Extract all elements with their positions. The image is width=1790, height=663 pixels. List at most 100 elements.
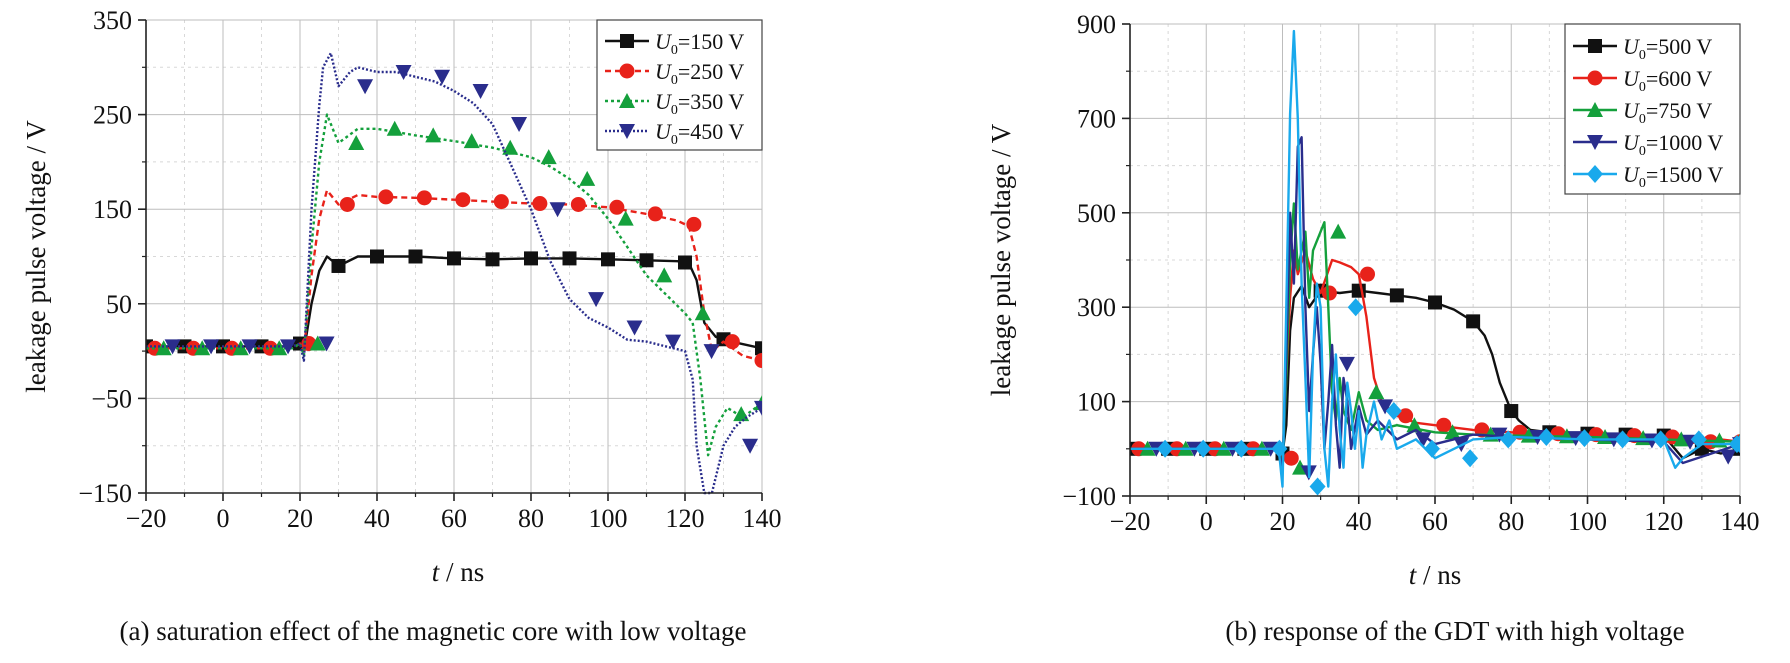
data-point (1538, 428, 1555, 446)
data-point (1309, 477, 1326, 496)
x-tick-label: 100 (1568, 507, 1607, 536)
data-point (1398, 408, 1414, 424)
y-tick-label: −50 (91, 384, 132, 413)
chart-caption: (b) response of the GDT with high voltag… (1225, 616, 1684, 646)
x-tick-label: 120 (1644, 507, 1683, 536)
legend: U0=500 V U0=600 V U0=750 V U0=1000 V U0=1500… (1564, 23, 1741, 195)
series-0 (146, 249, 762, 356)
data-point (203, 339, 220, 355)
x-tick-label: 20 (287, 504, 313, 533)
data-point (164, 339, 181, 355)
series-3 (146, 51, 762, 495)
data-point (647, 206, 663, 222)
data-point (1444, 424, 1461, 440)
data-point (570, 196, 586, 212)
x-axis-variable: t (1409, 560, 1418, 590)
data-point (416, 190, 432, 206)
data-point (1389, 288, 1404, 303)
data-point (271, 340, 288, 356)
y-tick-label: 350 (93, 6, 132, 35)
data-point (1360, 266, 1376, 282)
data-point (540, 149, 557, 165)
y-tick-label: 150 (93, 195, 132, 224)
data-point (1406, 417, 1423, 433)
data-point (348, 134, 365, 150)
data-point (656, 267, 673, 283)
data-point (1466, 314, 1481, 329)
data-point (1652, 430, 1669, 449)
data-point (755, 341, 762, 356)
x-tick-label: 100 (589, 504, 628, 533)
data-point (1195, 439, 1212, 458)
series-group (146, 51, 762, 495)
data-point (1157, 439, 1174, 458)
data-point (194, 340, 211, 356)
series-line (146, 189, 762, 362)
axes: −20 0 20 40 60 80 100 120 140 −150 −50 50 150 250 350 (78, 6, 781, 533)
data-point (1423, 439, 1440, 458)
x-tick-label: 0 (1200, 507, 1213, 536)
data-point (241, 339, 258, 355)
chart-b: −20 0 20 40 60 80 100 120 140 −100 100 300 500 700 900… (986, 10, 1760, 646)
x-tick-label: 140 (743, 504, 782, 533)
data-point (357, 79, 374, 95)
x-tick-label: 120 (666, 504, 705, 533)
series-line (1130, 29, 1740, 488)
legend-item: U0=450 V (605, 119, 744, 148)
legend-label: U0=150 V (655, 29, 744, 58)
legend-swatch-marker (1587, 70, 1603, 86)
series-1 (146, 189, 762, 369)
legend-item: U0=350 V (605, 89, 744, 118)
legend-label: U0=600 V (1623, 66, 1712, 95)
data-point (1576, 429, 1593, 448)
data-point (1321, 285, 1337, 301)
data-point (1347, 298, 1364, 317)
legend-swatch-marker (1587, 102, 1603, 117)
y-tick-label: 250 (93, 101, 132, 130)
x-tick-label: −20 (126, 504, 167, 533)
data-point (524, 251, 538, 266)
data-point (1385, 402, 1402, 421)
series-group (1130, 29, 1740, 496)
x-tick-label: 0 (217, 504, 230, 533)
data-point (694, 305, 711, 321)
data-point (493, 194, 509, 210)
legend-swatch-marker (1588, 39, 1602, 53)
legend-item: U0=500 V (1573, 34, 1712, 63)
data-point (502, 139, 519, 155)
data-point (724, 334, 740, 350)
y-tick-label: 700 (1077, 104, 1116, 133)
series-line (146, 113, 762, 457)
series-2 (146, 113, 762, 457)
legend-item: U0=150 V (605, 29, 744, 58)
data-point (1428, 295, 1442, 310)
x-axis-unit: / ns (1416, 560, 1461, 590)
data-point (1233, 439, 1250, 458)
y-tick-label: 100 (1077, 388, 1116, 417)
data-point (703, 344, 720, 360)
legend-swatch-marker (619, 63, 635, 79)
x-tick-label: −20 (1110, 507, 1151, 536)
data-point (532, 196, 548, 212)
legend-item: U0=250 V (605, 59, 744, 88)
legend-swatch-marker (620, 34, 634, 48)
data-point (665, 334, 682, 350)
legend-item: U0=750 V (1573, 98, 1712, 127)
data-point (1720, 449, 1737, 465)
data-point (617, 210, 634, 226)
data-point (1368, 384, 1385, 400)
legend-label: U0=450 V (655, 119, 744, 148)
data-point (386, 120, 403, 136)
series-line (146, 51, 762, 495)
data-point (754, 353, 762, 369)
legend-item: U0=600 V (1573, 66, 1712, 95)
data-point (472, 83, 489, 99)
data-point (1614, 430, 1631, 449)
legend-swatch-marker (619, 124, 635, 139)
data-point (609, 199, 625, 215)
x-tick-label: 60 (1422, 507, 1448, 536)
legend-label: U0=350 V (655, 89, 744, 118)
chart-caption: (a) saturation effect of the magnetic co… (120, 616, 747, 646)
data-point (1330, 223, 1347, 239)
data-point (1436, 417, 1452, 433)
